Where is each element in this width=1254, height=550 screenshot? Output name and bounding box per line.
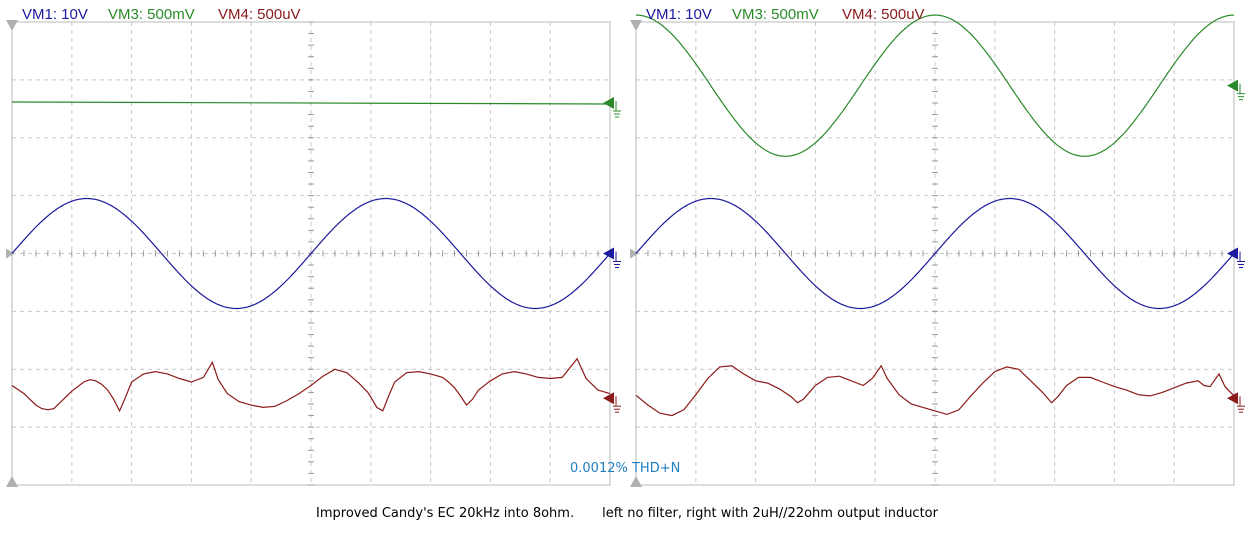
vm4-legend-label: VM4: 500uV <box>842 6 925 23</box>
vm1-trace <box>635 197 1235 310</box>
grid <box>11 21 611 486</box>
vm4-trace <box>635 364 1235 417</box>
right-scope-panel: VM1: 10V VM3: 500mV VM4: 500uV <box>630 6 1245 487</box>
vm1-legend-label: VM1: 10V <box>22 6 88 23</box>
ground-arrow-icon <box>603 247 614 260</box>
left-scope-panel: VM1: 10V VM3: 500mV VM4: 500uV <box>6 6 621 487</box>
trigger-marker-level <box>630 248 638 259</box>
caption-right-text: left no filter, right with 2uH//22ohm ou… <box>602 506 938 521</box>
vm3-ground-marker <box>603 97 621 118</box>
caption-left-text: Improved Candy's EC 20kHz into 8ohm. <box>316 506 575 521</box>
trigger-marker-top <box>6 20 18 31</box>
trigger-marker-bottom <box>6 476 18 487</box>
vm4-ground-marker <box>1227 392 1245 413</box>
ground-arrow-icon <box>603 392 614 405</box>
vm1-legend-label: VM1: 10V <box>646 6 712 23</box>
trigger-marker-level <box>6 248 14 259</box>
vm1-ground-marker <box>603 247 621 268</box>
vm3-legend-label: VM3: 500mV <box>732 6 819 23</box>
vm3-trace <box>11 101 611 105</box>
ground-arrow-icon <box>603 97 614 110</box>
vm4-ground-marker <box>603 392 621 413</box>
ground-arrow-icon <box>1227 392 1238 405</box>
vm3-legend-label: VM3: 500mV <box>108 6 195 23</box>
thd-annotation: 0.0012% THD+N <box>570 461 680 476</box>
oscilloscope-display: VM1: 10V VM3: 500mV VM4: 500uV VM1: 10V … <box>6 6 1245 487</box>
trigger-marker-top <box>630 20 642 31</box>
right-legend: VM1: 10V VM3: 500mV VM4: 500uV <box>646 6 925 23</box>
ground-arrow-icon <box>1227 79 1238 92</box>
grid <box>635 21 1235 486</box>
vm1-ground-marker <box>1227 247 1245 268</box>
vm4-legend-label: VM4: 500uV <box>218 6 301 23</box>
figure-caption: Improved Candy's EC 20kHz into 8ohm. left… <box>0 506 1254 521</box>
ground-arrow-icon <box>1227 247 1238 260</box>
trigger-marker-bottom <box>630 476 642 487</box>
vm1-trace <box>11 197 611 310</box>
vm4-trace <box>11 357 611 413</box>
vm3-ground-marker <box>1227 79 1245 101</box>
left-legend: VM1: 10V VM3: 500mV VM4: 500uV <box>22 6 301 23</box>
vm3-trace <box>636 14 1234 157</box>
